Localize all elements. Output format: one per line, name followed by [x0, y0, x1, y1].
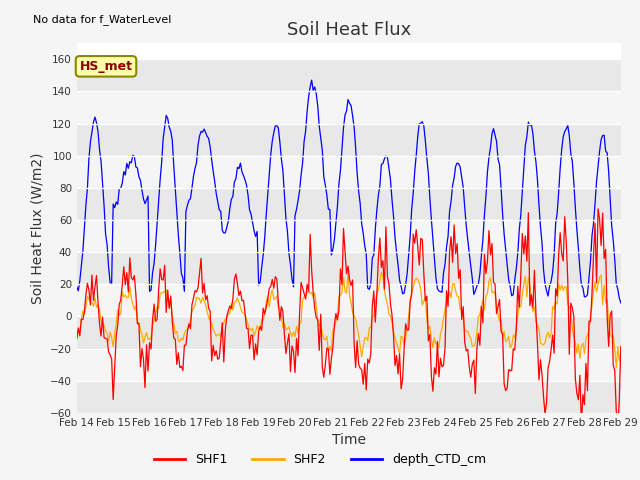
Bar	[77, 348, 621, 381]
Y-axis label: Soil Heat Flux (W/m2): Soil Heat Flux (W/m2)	[31, 152, 45, 304]
Text: No data for f_WaterLevel: No data for f_WaterLevel	[33, 13, 172, 24]
Title: Soil Heat Flux: Soil Heat Flux	[287, 21, 411, 39]
X-axis label: Time: Time	[332, 433, 366, 447]
Bar	[77, 381, 621, 413]
Bar	[77, 156, 621, 188]
Bar	[77, 284, 621, 316]
Bar	[77, 123, 621, 156]
Bar	[77, 252, 621, 284]
Bar	[77, 316, 621, 348]
Legend: SHF1, SHF2, depth_CTD_cm: SHF1, SHF2, depth_CTD_cm	[148, 448, 492, 471]
Bar	[77, 188, 621, 220]
Bar	[77, 91, 621, 123]
Bar	[77, 220, 621, 252]
Text: HS_met: HS_met	[79, 60, 132, 73]
Bar	[77, 59, 621, 91]
